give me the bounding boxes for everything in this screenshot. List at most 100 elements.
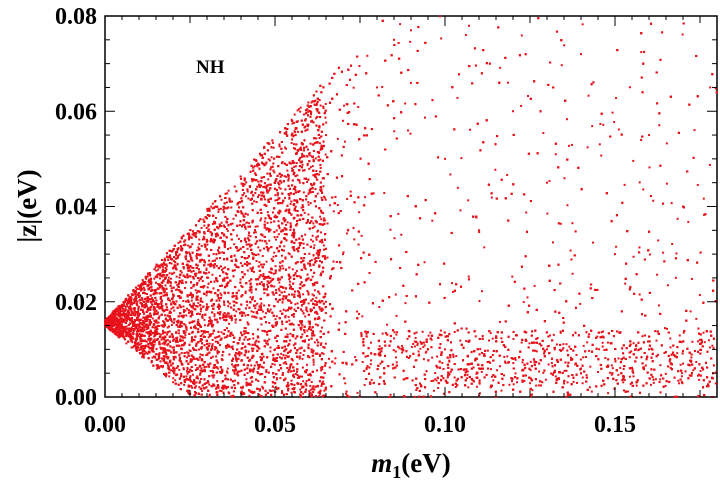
scatter-point	[316, 100, 319, 103]
scatter-point	[283, 220, 286, 223]
scatter-point	[419, 340, 422, 343]
scatter-point	[552, 333, 555, 336]
scatter-point	[273, 360, 276, 363]
scatter-point	[306, 329, 309, 332]
scatter-point	[289, 365, 292, 368]
scatter-point	[267, 178, 270, 181]
scatter-point	[690, 356, 693, 359]
scatter-point	[214, 233, 217, 236]
scatter-point	[586, 341, 589, 344]
scatter-point	[130, 330, 133, 333]
scatter-point	[182, 311, 185, 314]
scatter-point	[360, 332, 363, 335]
scatter-point	[185, 375, 188, 378]
scatter-point	[116, 321, 119, 324]
scatter-point	[312, 354, 315, 357]
scatter-point	[249, 376, 252, 379]
scatter-point	[266, 211, 269, 214]
scatter-point	[179, 269, 182, 272]
scatter-point	[575, 381, 578, 384]
scatter-point	[444, 157, 446, 160]
scatter-point	[124, 329, 127, 332]
scatter-point	[714, 371, 717, 374]
scatter-point	[135, 286, 138, 289]
scatter-point	[644, 364, 647, 367]
scatter-point	[440, 37, 443, 40]
scatter-point	[558, 348, 561, 351]
scatter-point	[119, 307, 122, 310]
scatter-point	[125, 342, 128, 345]
scatter-point	[293, 161, 296, 164]
scatter-point	[199, 310, 202, 313]
scatter-point	[544, 378, 547, 381]
scatter-point	[413, 340, 416, 343]
scatter-point	[261, 373, 264, 376]
scatter-point	[165, 292, 168, 295]
scatter-point	[199, 371, 202, 374]
scatter-point	[649, 383, 652, 386]
scatter-point	[313, 258, 316, 261]
scatter-point	[478, 229, 480, 232]
scatter-point	[170, 333, 173, 336]
scatter-point	[666, 327, 669, 330]
scatter-point	[322, 244, 325, 247]
scatter-point	[434, 372, 437, 375]
scatter-point	[146, 352, 149, 355]
scatter-point	[186, 367, 189, 370]
scatter-point	[225, 370, 228, 373]
scatter-point	[525, 211, 528, 214]
scatter-point	[216, 335, 219, 338]
scatter-point	[194, 385, 197, 388]
scatter-point	[478, 392, 481, 395]
scatter-point	[588, 333, 591, 336]
scatter-point	[211, 264, 214, 267]
scatter-point	[251, 268, 254, 271]
scatter-point	[293, 249, 296, 252]
scatter-point	[680, 375, 683, 378]
scatter-point	[184, 336, 187, 339]
scatter-point	[546, 345, 549, 348]
scatter-point	[246, 304, 249, 307]
scatter-point	[197, 302, 200, 305]
scatter-point	[613, 121, 616, 124]
scatter-point	[285, 362, 288, 365]
scatter-point	[205, 365, 208, 368]
scatter-point	[207, 336, 210, 339]
scatter-point	[642, 188, 645, 191]
scatter-point	[248, 338, 251, 341]
scatter-point	[378, 345, 381, 348]
scatter-point	[313, 244, 316, 247]
scatter-point	[307, 201, 310, 204]
scatter-point	[184, 333, 187, 336]
scatter-point	[324, 198, 327, 201]
scatter-point	[266, 172, 269, 175]
scatter-point	[695, 360, 698, 363]
scatter-point	[231, 222, 234, 225]
scatter-point	[698, 294, 701, 297]
scatter-point	[430, 338, 433, 341]
scatter-point	[172, 296, 175, 299]
scatter-point	[604, 357, 607, 360]
scatter-point	[575, 353, 578, 356]
scatter-point	[652, 199, 655, 202]
scatter-point	[678, 334, 681, 337]
scatter-point	[198, 386, 201, 389]
scatter-point	[395, 314, 398, 317]
scatter-point	[220, 221, 223, 224]
scatter-point	[648, 348, 650, 351]
scatter-point	[216, 350, 219, 353]
scatter-point	[274, 199, 277, 202]
scatter-point	[267, 158, 270, 161]
scatter-point	[161, 342, 164, 345]
scatter-point	[189, 376, 191, 379]
scatter-point	[465, 368, 468, 371]
scatter-point	[242, 311, 245, 314]
scatter-point	[190, 312, 193, 315]
scatter-point	[275, 378, 278, 381]
scatter-point	[541, 381, 544, 384]
scatter-point	[514, 372, 517, 375]
scatter-point	[210, 319, 213, 322]
scatter-point	[304, 233, 307, 236]
scatter-point	[206, 286, 209, 289]
scatter-point	[240, 386, 242, 389]
